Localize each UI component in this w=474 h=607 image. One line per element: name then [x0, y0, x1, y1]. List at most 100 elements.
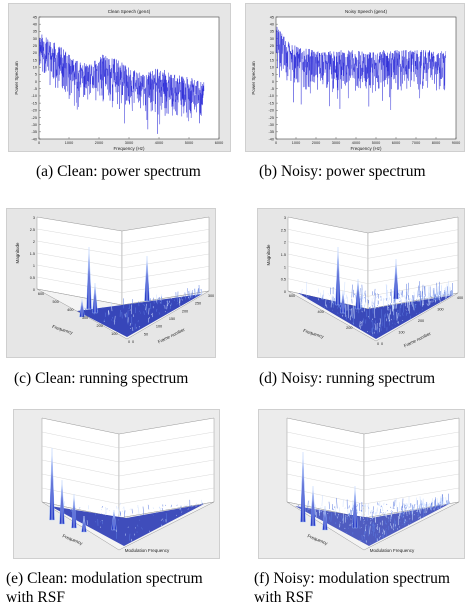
- chart-f-spikes: [298, 451, 450, 544]
- chart-c-zlabel: Magnitude: [15, 242, 20, 264]
- surface-spike: [121, 510, 123, 513]
- surface-spike: [407, 510, 409, 513]
- y-tick-label: -15: [269, 101, 275, 105]
- y-tick-label: 0: [128, 340, 130, 344]
- surface-spike: [323, 290, 325, 300]
- surface-spike: [414, 310, 416, 312]
- surface-spike: [374, 513, 376, 515]
- chart-a-xlabel: Frequency (Hz): [113, 146, 145, 151]
- chart-d-panel: Magnitude Frequency Frame number 0 0.5 1 1.…: [257, 208, 465, 358]
- surface-spike: [184, 292, 186, 300]
- surface-spike: [131, 316, 133, 325]
- y-tick-label: -15: [32, 101, 38, 105]
- chart-b-ylabel: Power Spectrum: [251, 61, 256, 95]
- surface-spike: [120, 512, 122, 517]
- y-tick-label: -30: [32, 123, 38, 127]
- surface-spike: [372, 521, 374, 531]
- chart-d-xticks: 0 100 200 300 400: [381, 296, 463, 346]
- x-tick-label: 2000: [95, 141, 103, 145]
- y-tick-label: 200: [96, 324, 102, 328]
- surface-spike: [372, 528, 375, 537]
- surface-spike: [430, 503, 432, 509]
- surface-spike: [434, 500, 436, 510]
- y-tick-label: 40: [33, 22, 37, 26]
- grid-line: [287, 266, 369, 284]
- surface-spike: [399, 291, 402, 295]
- y-tick-label: -30: [269, 123, 275, 127]
- surface-spike: [388, 313, 391, 322]
- grid-line: [118, 431, 215, 449]
- surface-spike: [382, 534, 384, 538]
- surface-spike: [394, 499, 396, 507]
- surface-spike: [139, 312, 142, 314]
- surface-spike: [200, 289, 202, 295]
- surface-spike: [360, 509, 362, 512]
- surface-spike: [367, 503, 369, 507]
- x-tick-label: 5000: [372, 141, 380, 145]
- surface-spike: [160, 294, 162, 302]
- x-tick-label: 6000: [215, 141, 223, 145]
- grid-line: [118, 487, 215, 505]
- surface-spike: [374, 305, 377, 309]
- surface-spike: [372, 302, 374, 304]
- surface-spike: [370, 510, 372, 513]
- chart-f-ylabel: Frequency: [307, 533, 329, 546]
- y-tick-label: -35: [269, 130, 275, 134]
- surface-spike: [398, 293, 400, 296]
- chart-c-surface-base: [77, 294, 202, 337]
- surface-spike: [197, 288, 199, 297]
- chart-a-panel: Clean Speech (gen4) Frequency (Hz) Power…: [8, 3, 231, 152]
- grid-line: [367, 254, 459, 272]
- y-tick-label: 10: [33, 66, 37, 70]
- grid-line: [36, 264, 123, 281]
- surface-spike: [187, 508, 189, 510]
- surface-spike: [385, 313, 387, 318]
- surface-spike: [421, 309, 423, 311]
- surface-spike: [387, 313, 389, 320]
- surface-spike: [406, 512, 408, 515]
- surface-spike: [421, 298, 423, 300]
- surface-spike: [422, 300, 424, 306]
- surface-spike: [363, 531, 366, 540]
- grid-line: [367, 242, 459, 259]
- x-tick-label: 250: [195, 302, 201, 306]
- surface-spike: [350, 308, 352, 311]
- surface-spike: [374, 292, 376, 308]
- surface-spike: [387, 517, 390, 519]
- y-tick-label: 600: [38, 292, 44, 296]
- surface-spike: [398, 502, 400, 511]
- surface-spike: [386, 285, 388, 300]
- surface-spike: [432, 498, 434, 508]
- surface-spike: [385, 529, 387, 537]
- surface-spike: [401, 291, 403, 298]
- grid-line: [286, 459, 365, 477]
- y-tick-label: 400: [67, 308, 73, 312]
- surface-spike: [403, 521, 405, 524]
- chart-d-yticks: 0 200 400 600: [289, 294, 379, 346]
- surface-spike: [399, 511, 401, 516]
- y-tick-label: 45: [33, 15, 37, 19]
- y-tick-label: 25: [33, 44, 37, 48]
- surface-spike: [363, 297, 366, 299]
- chart-e-panel: Frequency Modulation Frequency: [13, 409, 220, 559]
- surface-spike: [421, 501, 423, 506]
- x-tick-label: 100: [156, 325, 162, 329]
- surface-spike: [381, 309, 383, 322]
- surface-spike: [107, 315, 110, 317]
- surface-spike: [386, 513, 388, 518]
- surface-spike: [401, 299, 403, 305]
- surface-spike: [385, 318, 387, 322]
- surface-spike: [391, 318, 393, 321]
- grid-line: [121, 241, 210, 256]
- grid-line: [121, 278, 210, 293]
- caption-b: (b) Noisy: power spectrum: [259, 163, 426, 180]
- caption-f-line-2: with RSF: [254, 589, 314, 606]
- grid-line: [121, 253, 210, 269]
- spectrum-series-line: [275, 26, 447, 110]
- y-tick-label: 15: [270, 58, 274, 62]
- surface-spike: [390, 525, 393, 529]
- chart-d-zlabel: Magnitude: [266, 244, 271, 266]
- chart-d-svg: Magnitude Frequency Frame number 0 0.5 1 1.…: [266, 216, 463, 348]
- surface-spike: [94, 513, 96, 516]
- x-tick-label: 50: [144, 332, 148, 336]
